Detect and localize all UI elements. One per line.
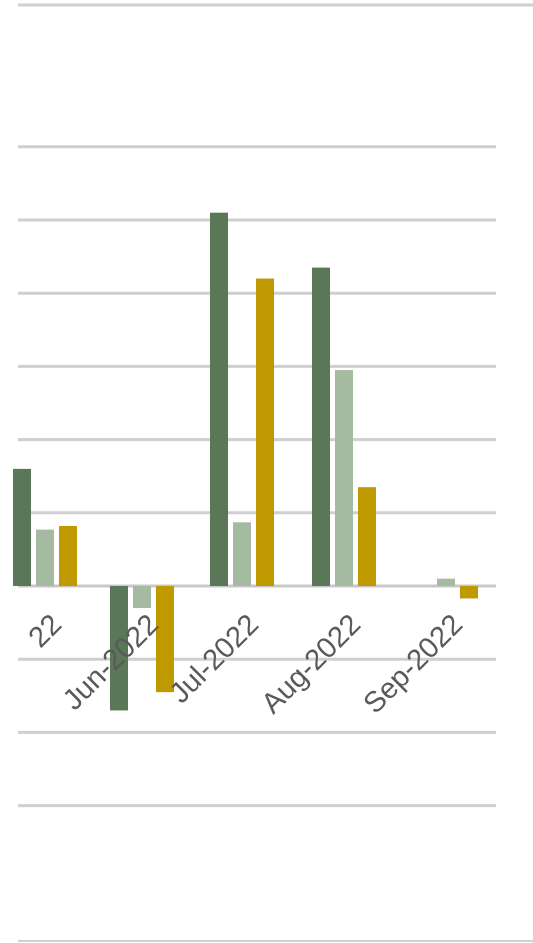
bar-series3-jul-2022 [256, 278, 274, 586]
bar-series3-may-2022 [59, 525, 77, 586]
x-tick-label: 22 [23, 608, 68, 653]
bar-series2-jun-2022 [133, 586, 151, 608]
bar-series3-sep-2022 [460, 586, 478, 599]
bars [13, 212, 478, 711]
bar-series3-jun-2022 [156, 586, 174, 693]
bar-series2-may-2022 [36, 529, 54, 586]
bar-series1-aug-2022 [312, 267, 330, 586]
bar-series1-jun-2022 [110, 586, 128, 711]
bar-series1-may-2022 [13, 468, 31, 586]
bar-series3-aug-2022 [358, 487, 376, 586]
bar-series2-aug-2022 [335, 370, 353, 586]
bar-series2-jul-2022 [233, 522, 251, 586]
x-tick-label: Aug-2022 [256, 608, 368, 720]
x-tick-label: Sep-2022 [358, 608, 470, 720]
bar-series1-jul-2022 [210, 212, 228, 586]
bar-series2-sep-2022 [437, 578, 455, 586]
